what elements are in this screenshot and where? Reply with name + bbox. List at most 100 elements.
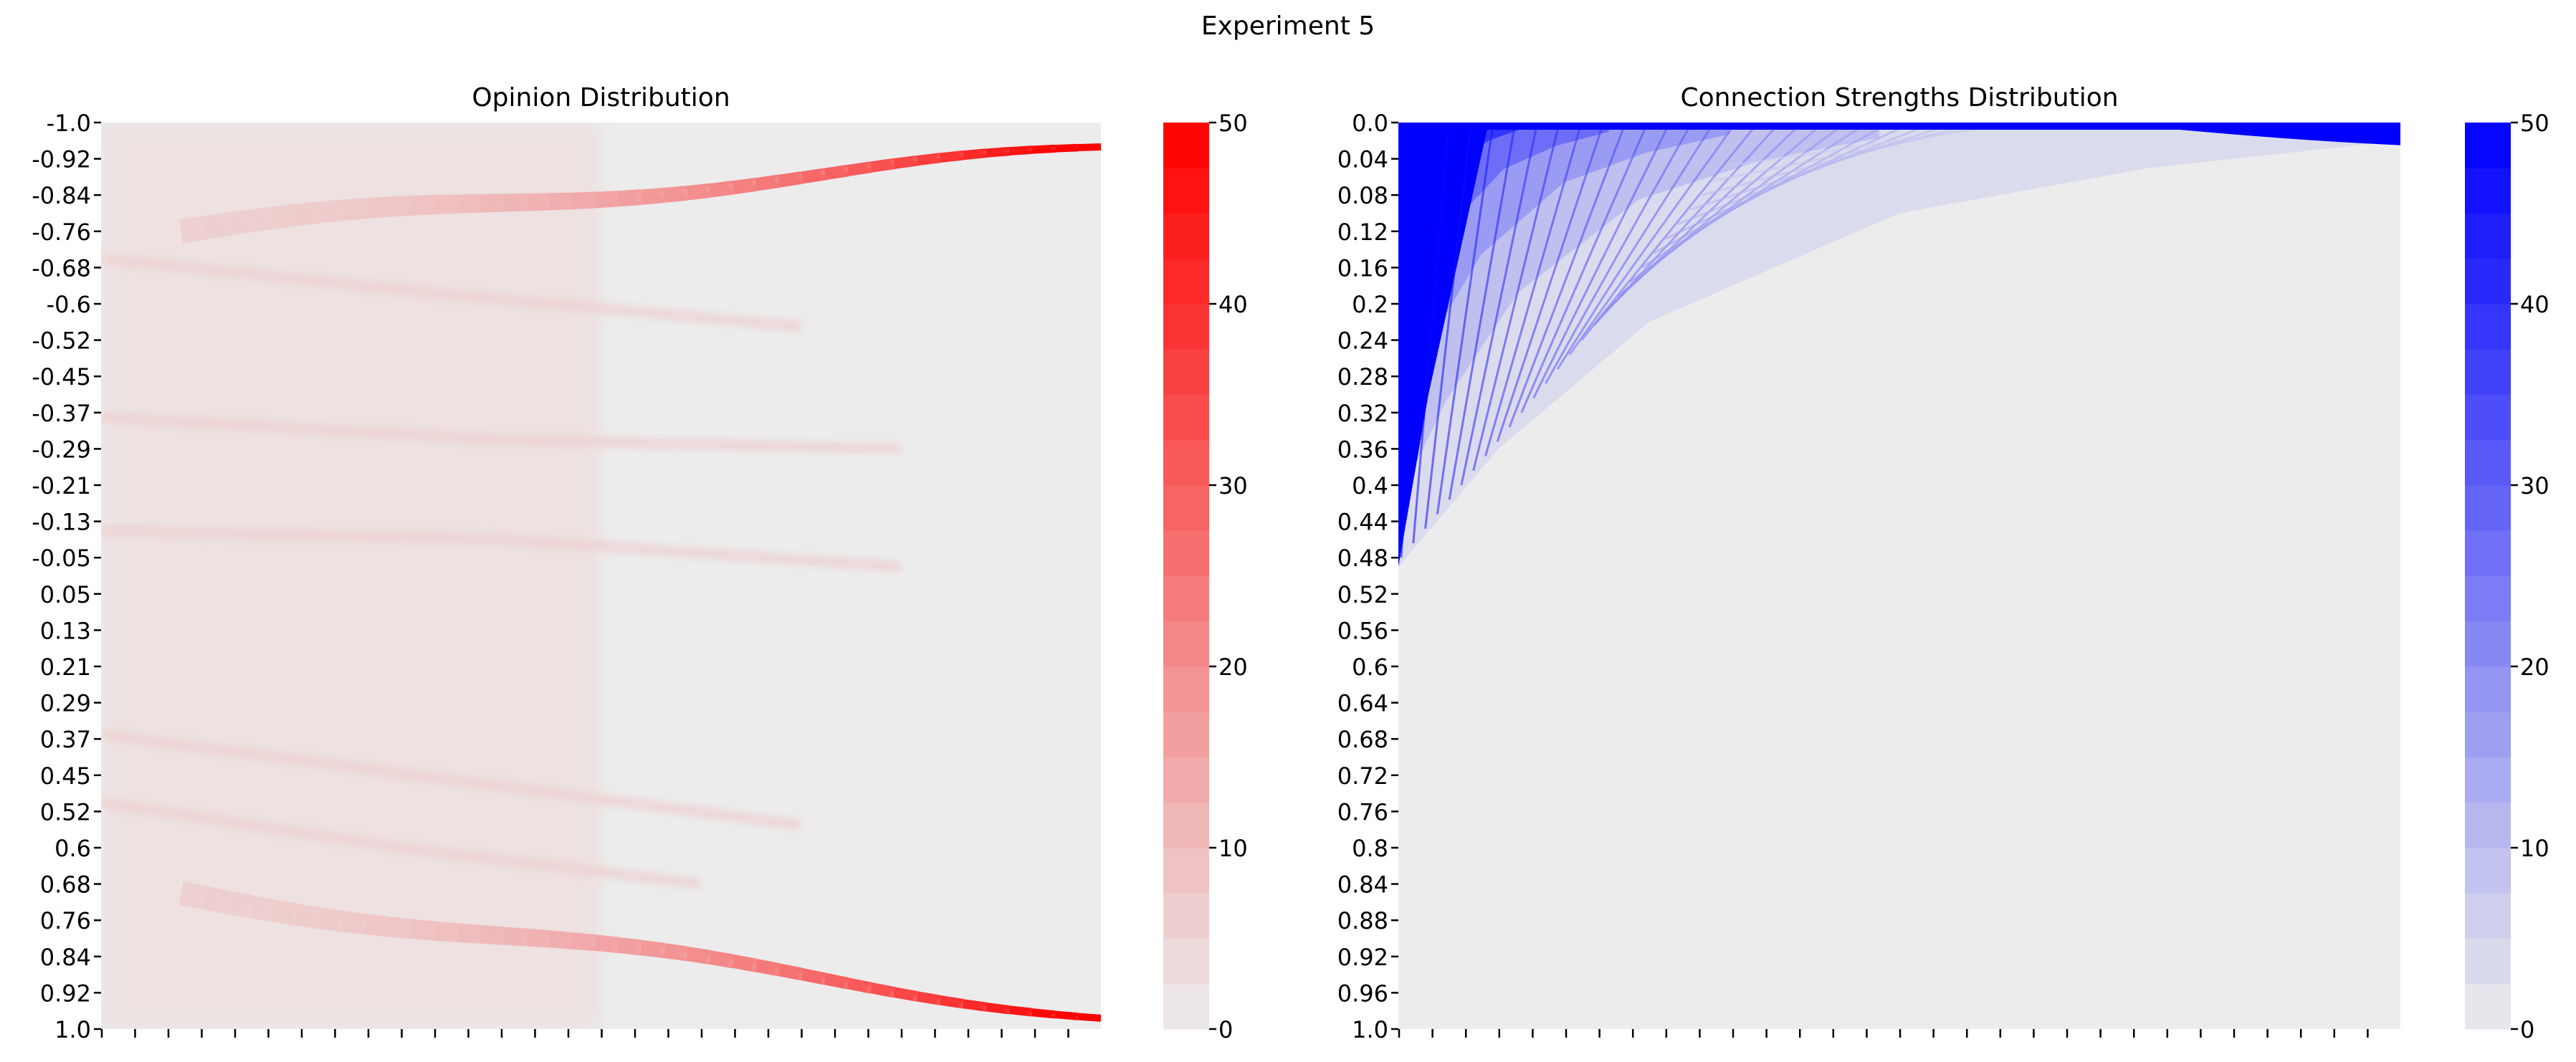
opinion-band-segment	[893, 155, 918, 169]
connection-colorbar-tick-label: 50	[2520, 110, 2549, 137]
opinion-colorbar-level	[1163, 394, 1209, 441]
opinion-y-tick-label: 0.6	[54, 835, 91, 862]
opinion-faint-band	[101, 797, 702, 889]
connection-y-tick-label: 0.56	[1337, 617, 1388, 644]
opinion-y-tick-label: -0.21	[32, 472, 91, 499]
connection-colorbar-level	[2465, 168, 2511, 214]
connection-streak	[1484, 123, 1583, 456]
connection-y-tick-label: 0.2	[1352, 291, 1388, 318]
connection-colorbar-tick-label: 0	[2520, 1016, 2534, 1043]
opinion-band-segment	[801, 168, 826, 184]
connection-colorbar-level	[2465, 304, 2511, 350]
connection-colorbar-level	[2465, 938, 2511, 985]
connection-y-tick-label: 0.92	[1337, 944, 1388, 971]
connection-streak	[1496, 123, 1605, 442]
connection-colorbar-level	[2465, 666, 2511, 712]
opinion-colorbar-tick-label: 30	[1218, 472, 1248, 499]
opinion-y-tick-label: -0.92	[32, 146, 91, 173]
opinion-y-tick-label: -0.45	[32, 363, 91, 391]
connection-streak	[1508, 123, 1627, 428]
connection-colorbar-level	[2465, 575, 2511, 622]
opinion-y-tick-label: 0.84	[40, 944, 91, 971]
opinion-band-segment	[916, 991, 941, 1005]
opinion-y-tick-label: 0.37	[40, 726, 91, 753]
opinion-faint-band	[101, 412, 902, 454]
connection-y-tick-label: 0.44	[1337, 509, 1388, 536]
connection-colorbar-level	[2465, 439, 2511, 486]
opinion-band-segment	[962, 148, 987, 161]
connection-streak	[1641, 123, 1869, 269]
opinion-faint-band	[101, 253, 802, 332]
opinion-band-segment	[340, 911, 367, 935]
connection-streak	[1545, 123, 1693, 385]
connection-colorbar-level	[2465, 983, 2511, 1030]
opinion-colorbar-level	[1163, 258, 1209, 305]
connection-colorbar-level	[2465, 712, 2511, 758]
opinion-band-segment	[639, 939, 665, 959]
opinion-colorbar-level	[1163, 938, 1209, 985]
connection-colorbar-level	[2465, 213, 2511, 259]
opinion-band-segment	[410, 194, 435, 216]
connection-streak	[1725, 123, 2023, 168]
opinion-colorbar-tick-label: 40	[1218, 291, 1248, 318]
opinion-band-segment	[548, 930, 573, 949]
opinion-colorbar-level	[1163, 530, 1209, 577]
opinion-band-segment	[594, 191, 619, 209]
opinion-band-segment	[801, 968, 826, 985]
opinion-band-segment	[480, 193, 504, 213]
opinion-band-segment	[225, 209, 252, 236]
opinion-band-segment	[248, 895, 275, 922]
opinion-y-tick-label: -0.68	[32, 254, 91, 282]
connection-colorbar-tick-label: 20	[2520, 654, 2549, 681]
connection-streak	[1436, 123, 1494, 515]
opinion-band-segment	[434, 194, 458, 215]
opinion-y-tick-label: -0.76	[32, 219, 91, 246]
connection-streak	[1580, 123, 1759, 341]
opinion-band-segment	[939, 150, 964, 163]
opinion-colorbar-level	[1163, 712, 1209, 758]
opinion-band-segment	[824, 164, 849, 181]
opinion-colorbar-level	[1163, 621, 1209, 667]
connection-colorbar-level	[2465, 123, 2511, 168]
opinion-y-tick-label: 0.52	[40, 798, 91, 826]
opinion-band-segment	[755, 174, 781, 191]
opinion-y-tick-label: -0.37	[32, 400, 91, 427]
opinion-band-segment	[1077, 143, 1101, 152]
opinion-band-segment	[387, 917, 412, 939]
connection-streak	[1400, 123, 1428, 558]
opinion-band-segment	[248, 206, 275, 232]
opinion-band-segment	[318, 907, 344, 932]
connection-y-tick-label: 0.6	[1352, 654, 1388, 681]
connection-y-tick-label: 0.36	[1337, 436, 1388, 463]
connection-streak	[1448, 123, 1517, 500]
opinion-colorbar-level	[1163, 168, 1209, 214]
connection-top-strip	[1398, 123, 2400, 130]
opinion-colorbar-level	[1163, 213, 1209, 259]
connection-y-tick-label: 0.52	[1337, 581, 1388, 608]
opinion-band-segment	[341, 198, 366, 221]
connection-streak	[1702, 123, 1979, 196]
opinion-band-segment	[571, 932, 596, 952]
opinion-band-segment	[1008, 1005, 1033, 1017]
opinion-y-tick-label: 0.21	[40, 654, 91, 681]
opinion-band-segment	[778, 171, 803, 188]
opinion-band-segment	[272, 204, 297, 229]
connection-y-tick-label: 0.84	[1337, 871, 1388, 899]
opinion-colorbar-level	[1163, 349, 1209, 396]
opinion-y-tick-label: -0.52	[32, 327, 91, 355]
opinion-colorbar-level	[1163, 802, 1209, 848]
opinion-band-segment	[502, 927, 527, 947]
opinion-band-segment	[869, 982, 895, 998]
connection-y-tick-label: 0.64	[1337, 690, 1388, 717]
connection-streak	[1677, 123, 1935, 226]
opinion-colorbar-level	[1163, 848, 1209, 894]
connection-streak	[1689, 123, 1957, 211]
opinion-band-segment	[525, 193, 550, 211]
opinion-colorbar-level	[1163, 485, 1209, 531]
opinion-colorbar-level	[1163, 123, 1209, 168]
opinion-band-segment	[364, 196, 389, 219]
opinion-y-tick-label: -0.05	[32, 545, 91, 572]
opinion-band-segment	[1077, 1013, 1101, 1022]
